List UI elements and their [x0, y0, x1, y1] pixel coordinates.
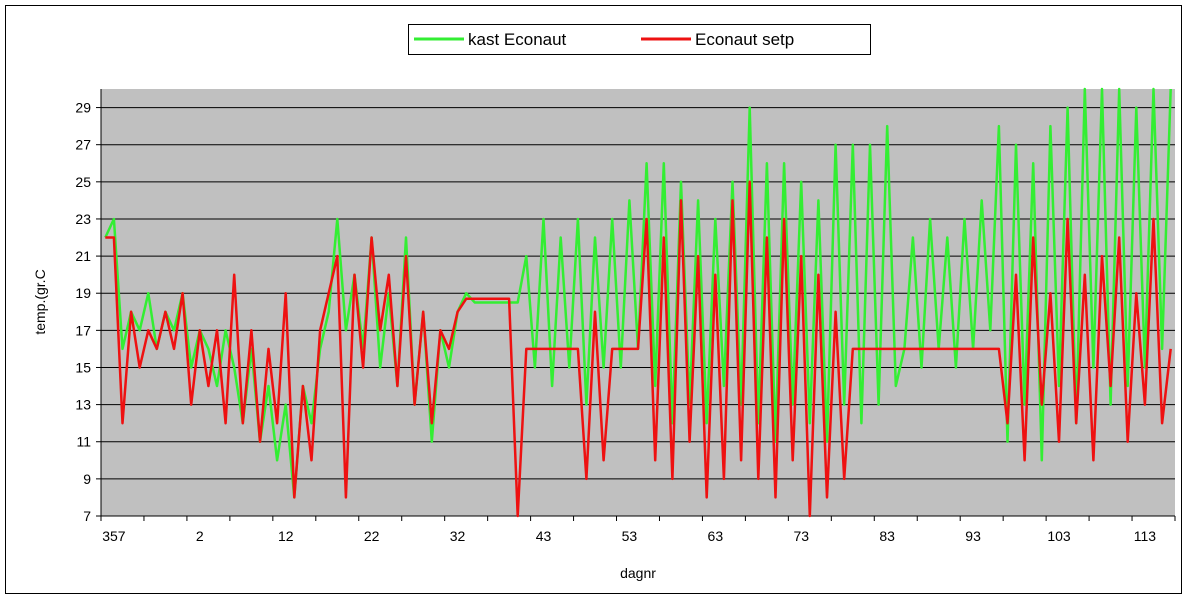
y-axis-title: temp.(gr.C	[32, 269, 48, 334]
y-tick-label: 11	[76, 434, 91, 450]
legend-label: kast Econaut	[468, 30, 567, 49]
x-tick-label: 113	[1134, 528, 1157, 544]
x-tick-label: 357	[102, 528, 126, 544]
y-tick-label: 21	[75, 248, 91, 264]
x-tick-label: 22	[364, 528, 380, 544]
y-tick-label: 15	[75, 359, 91, 375]
x-tick-label: 12	[278, 528, 294, 544]
y-tick-label: 29	[75, 100, 91, 116]
x-tick-label: 63	[708, 528, 724, 544]
y-tick-label: 7	[83, 508, 91, 524]
y-tick-label: 9	[83, 471, 91, 487]
x-tick-label: 93	[965, 528, 981, 544]
x-tick-label: 83	[879, 528, 895, 544]
x-axis-title: dagnr	[620, 565, 656, 581]
y-tick-label: 27	[75, 137, 91, 153]
y-tick-label: 19	[75, 285, 91, 301]
y-tick-label: 25	[75, 174, 91, 190]
y-tick-label: 23	[75, 211, 91, 227]
x-tick-label: 2	[196, 528, 204, 544]
x-tick-label: 53	[622, 528, 638, 544]
x-tick-label: 43	[536, 528, 552, 544]
x-tick-label: 32	[450, 528, 466, 544]
y-tick-label: 13	[75, 397, 91, 413]
legend-label: Econaut setp	[695, 30, 794, 49]
x-tick-label: 73	[793, 528, 809, 544]
x-tick-label: 103	[1047, 528, 1071, 544]
legend	[408, 24, 871, 55]
series-line	[105, 180, 1172, 518]
y-tick-label: 17	[75, 322, 91, 338]
